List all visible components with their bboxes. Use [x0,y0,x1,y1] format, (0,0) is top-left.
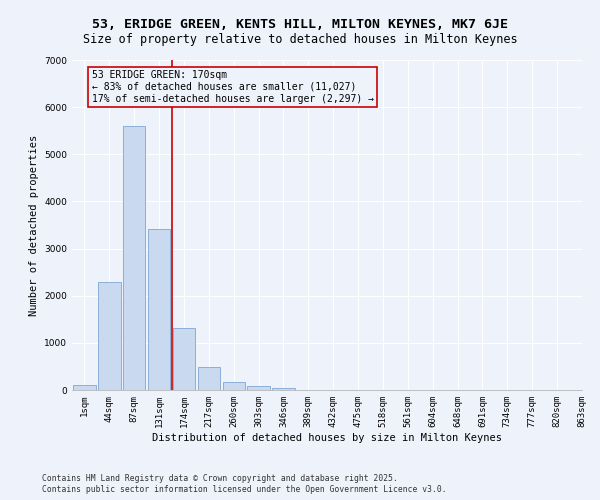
Y-axis label: Number of detached properties: Number of detached properties [29,134,38,316]
Bar [223,382,245,390]
Text: Size of property relative to detached houses in Milton Keynes: Size of property relative to detached ho… [83,32,517,46]
Bar [148,229,170,390]
X-axis label: Distribution of detached houses by size in Milton Keynes: Distribution of detached houses by size … [152,432,502,442]
Text: Contains HM Land Registry data © Crown copyright and database right 2025.
Contai: Contains HM Land Registry data © Crown c… [42,474,446,494]
Text: 53, ERIDGE GREEN, KENTS HILL, MILTON KEYNES, MK7 6JE: 53, ERIDGE GREEN, KENTS HILL, MILTON KEY… [92,18,508,30]
Bar [98,282,121,390]
Bar [247,386,270,390]
Text: 53 ERIDGE GREEN: 170sqm
← 83% of detached houses are smaller (11,027)
17% of sem: 53 ERIDGE GREEN: 170sqm ← 83% of detache… [92,70,374,104]
Bar [73,386,95,390]
Bar [272,388,295,390]
Bar [197,368,220,390]
Bar [173,328,195,390]
Bar [123,126,145,390]
